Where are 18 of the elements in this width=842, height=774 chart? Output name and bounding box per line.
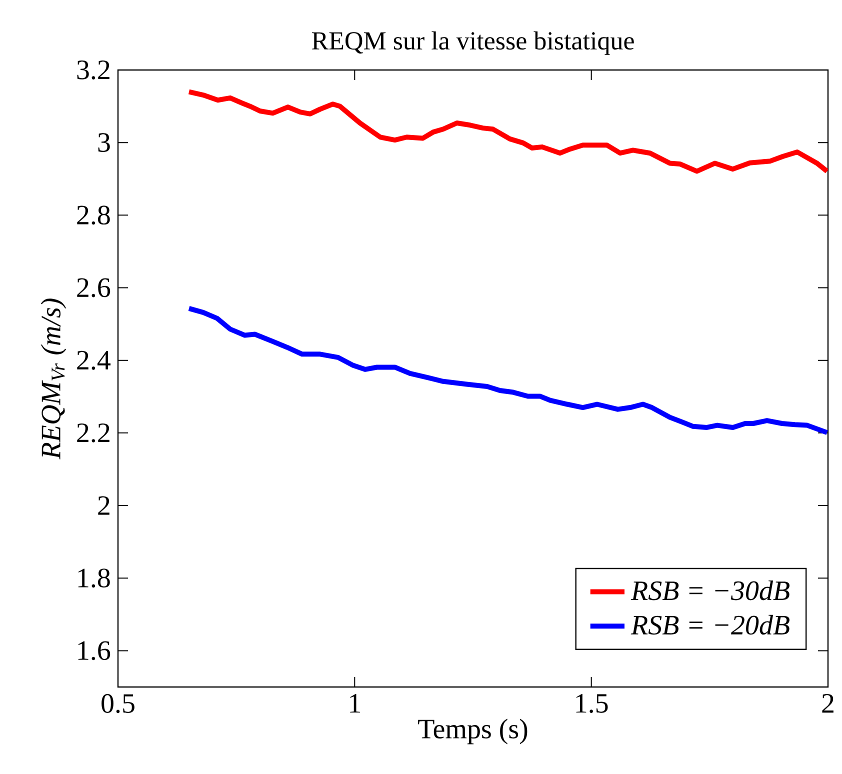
x-tick-label: 1.5 bbox=[576, 694, 608, 713]
legend-label: RSB = −30dB bbox=[630, 580, 790, 600]
y-tick-label: 1.6 bbox=[78, 641, 110, 660]
y-tick-label: 2.4 bbox=[77, 350, 111, 370]
chart-title: REQM sur la vitesse bistatique bbox=[312, 31, 634, 55]
x-axis-title: Temps (s) bbox=[418, 718, 528, 744]
y-tick-label: 2.6 bbox=[77, 278, 110, 298]
y-tick-label: 3.2 bbox=[77, 60, 110, 80]
y-tick-label: 3 bbox=[98, 133, 110, 152]
legend-label: RSB = −20dB bbox=[630, 614, 790, 635]
y-tick-label: 1.8 bbox=[78, 568, 110, 588]
y-tick-label: 2.8 bbox=[77, 206, 110, 225]
x-tick-label: 1 bbox=[350, 694, 360, 713]
x-tick-label: 0.5 bbox=[102, 694, 134, 714]
y-tick-label: 2 bbox=[98, 496, 110, 515]
x-tick-label: 2 bbox=[822, 694, 834, 713]
y-axis-title: REQM$_{Vr}$ (m/s) bbox=[40, 298, 66, 460]
y-tick-label: 2.2 bbox=[77, 423, 110, 442]
